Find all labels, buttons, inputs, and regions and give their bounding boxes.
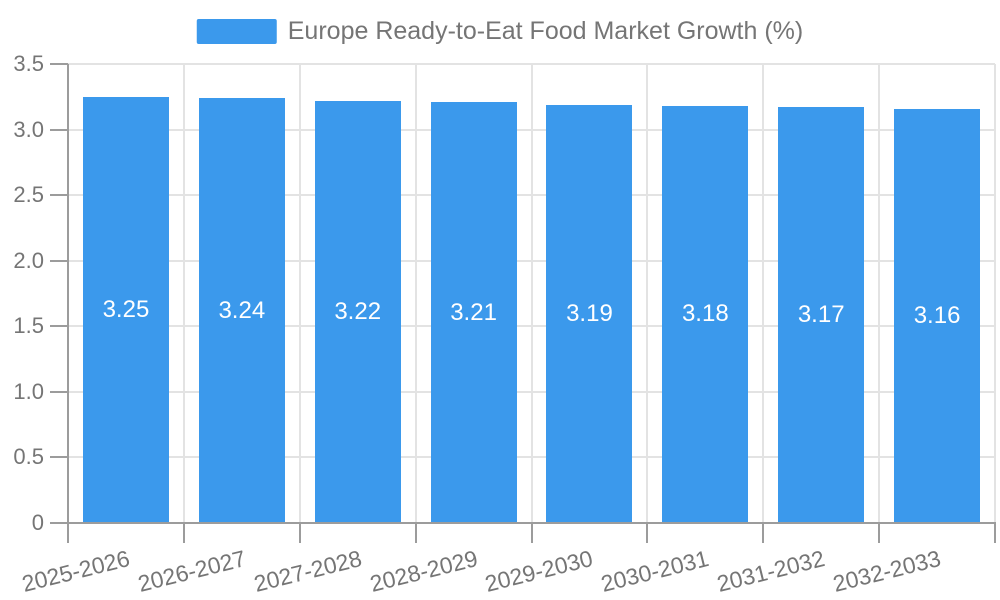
y-axis-label: 2.0: [13, 247, 44, 273]
x-axis-label: 2026-2027: [135, 545, 249, 597]
bar: [82, 96, 169, 523]
bar-value-label: 3.21: [450, 298, 497, 326]
x-axis-tick: [182, 523, 185, 543]
bar-value-label: 3.22: [334, 297, 382, 325]
y-axis-tick: [50, 128, 68, 131]
bar-value-label: 3.25: [102, 295, 150, 323]
y-axis-tick: [50, 259, 68, 262]
y-axis-label: 3.0: [13, 116, 44, 142]
x-axis-label: 2028-2029: [366, 545, 480, 597]
y-axis-tick: [50, 456, 68, 459]
gridline-vertical: [878, 64, 881, 523]
gridline-vertical: [182, 64, 185, 523]
x-axis-tick: [646, 523, 649, 543]
x-axis-label: 2029-2030: [482, 545, 596, 597]
legend-swatch: [196, 19, 277, 44]
gridline-vertical: [646, 64, 649, 523]
bar: [662, 105, 749, 523]
bar: [198, 98, 285, 523]
x-axis-tick: [67, 523, 69, 543]
gridline-vertical: [298, 64, 301, 523]
x-axis-label: 2030-2031: [598, 545, 712, 597]
y-axis-tick: [50, 63, 68, 65]
x-axis-tick: [414, 523, 417, 543]
bar: [546, 104, 633, 523]
x-axis-tick: [878, 523, 881, 543]
x-axis-label: 2031-2032: [714, 545, 828, 597]
y-axis-label: 3.5: [13, 51, 44, 76]
y-axis-tick: [50, 522, 68, 524]
bar-value-label: 3.19: [566, 299, 613, 327]
x-axis-tick: [298, 523, 301, 543]
legend: Europe Ready-to-Eat Food Market Growth (…: [196, 17, 804, 46]
bar-value-label: 3.24: [218, 296, 266, 324]
y-axis-tick: [50, 390, 68, 393]
x-axis-tick: [762, 523, 765, 543]
x-axis-tick: [994, 523, 996, 543]
x-axis-tick: [530, 523, 533, 543]
gridline-vertical: [530, 64, 533, 523]
x-axis-label: 2025-2026: [19, 545, 133, 597]
bar: [778, 107, 865, 523]
y-axis-label: 0.5: [13, 444, 44, 470]
bar-value-label: 3.16: [913, 301, 961, 329]
gridline-vertical: [414, 64, 417, 523]
y-axis-label: 0: [31, 510, 44, 535]
y-axis-label: 2.5: [13, 182, 44, 208]
bar-value-label: 3.18: [681, 300, 729, 328]
bar: [314, 100, 401, 523]
x-axis-label: 2032-2033: [830, 545, 944, 597]
bar: [430, 102, 517, 523]
y-axis-line: [67, 64, 69, 523]
gridline-vertical: [994, 64, 996, 523]
bar-value-label: 3.17: [797, 301, 845, 329]
gridline-vertical: [762, 64, 765, 523]
x-axis-label: 2027-2028: [250, 545, 364, 597]
y-axis-label: 1.0: [13, 378, 44, 404]
y-axis-tick: [50, 325, 68, 328]
bar: [894, 108, 981, 523]
y-axis-label: 1.5: [13, 313, 44, 339]
legend-label: Europe Ready-to-Eat Food Market Growth (…: [287, 17, 804, 45]
y-axis-tick: [50, 194, 68, 197]
